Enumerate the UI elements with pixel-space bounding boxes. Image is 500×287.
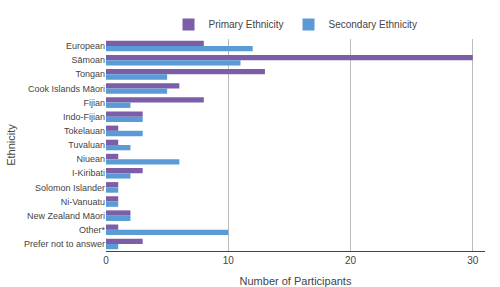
svg-text:Fijian: Fijian bbox=[83, 98, 105, 108]
svg-text:Indo-Fijian: Indo-Fijian bbox=[63, 112, 105, 122]
svg-text:Tuvaluan: Tuvaluan bbox=[68, 140, 105, 150]
svg-text:Other*: Other* bbox=[79, 225, 106, 235]
svg-text:20: 20 bbox=[345, 255, 357, 266]
svg-text:Prefer not to answer: Prefer not to answer bbox=[24, 239, 105, 249]
svg-text:0: 0 bbox=[103, 255, 109, 266]
svg-text:Ethnicity: Ethnicity bbox=[5, 124, 17, 166]
svg-text:Niuean: Niuean bbox=[76, 154, 105, 164]
svg-text:Tongan: Tongan bbox=[75, 69, 105, 79]
svg-text:Ni-Vanuatu: Ni-Vanuatu bbox=[61, 197, 105, 207]
svg-text:Tokelauan: Tokelauan bbox=[64, 126, 105, 136]
svg-text:I-Kiribati: I-Kiribati bbox=[72, 168, 105, 178]
svg-text:New Zealand Māori: New Zealand Māori bbox=[27, 211, 105, 221]
svg-text:10: 10 bbox=[223, 255, 235, 266]
svg-text:Number of Participants: Number of Participants bbox=[240, 275, 352, 287]
svg-text:Primary Ethnicity: Primary Ethnicity bbox=[209, 19, 284, 30]
svg-text:Cook Islands Māori: Cook Islands Māori bbox=[28, 84, 105, 94]
svg-text:Solomon Islander: Solomon Islander bbox=[35, 183, 105, 193]
svg-text:European: European bbox=[66, 41, 105, 51]
svg-text:Secondary Ethnicity: Secondary Ethnicity bbox=[329, 19, 417, 30]
svg-text:Sāmoan: Sāmoan bbox=[71, 55, 105, 65]
svg-text:30: 30 bbox=[467, 255, 479, 266]
